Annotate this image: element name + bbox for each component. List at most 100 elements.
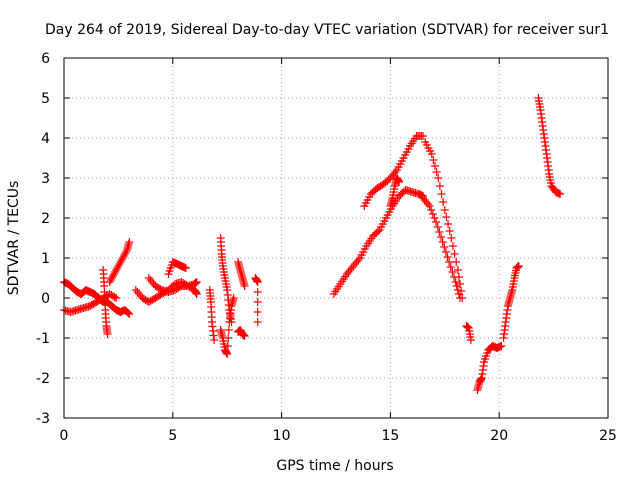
y-tick-label: 5 (41, 91, 50, 107)
data-point (466, 336, 475, 344)
data-point (429, 156, 438, 164)
series-arc-a2 (60, 290, 121, 316)
series-arc-e2 (473, 342, 506, 394)
data-point (427, 206, 436, 214)
data-point (440, 206, 449, 214)
data-point (450, 250, 459, 258)
x-tick-label: 25 (599, 428, 617, 444)
data-point (391, 168, 400, 176)
y-tick-label: 6 (41, 51, 50, 67)
data-point (112, 294, 121, 302)
data-point (442, 213, 451, 221)
data-point (435, 182, 444, 190)
data-point (192, 290, 201, 298)
data-point (432, 168, 441, 176)
x-tick-label: 15 (381, 428, 399, 444)
data-point (395, 178, 404, 186)
data-point (432, 218, 441, 226)
y-axis-label: SDTVAR / TECUs (6, 181, 22, 296)
series-arc-b3 (164, 258, 190, 278)
data-point (448, 268, 457, 276)
y-tick-label: 4 (41, 131, 50, 147)
data-point (497, 342, 506, 350)
data-point (457, 287, 466, 295)
y-tick-label: 3 (41, 171, 50, 187)
data-point (445, 227, 454, 235)
data-point (440, 243, 449, 251)
data-point (447, 234, 456, 242)
data-point (354, 256, 363, 264)
data-point (454, 273, 463, 281)
data-point (124, 309, 133, 317)
y-tick-labels: -3 -2 -1 0 1 2 3 4 5 6 (36, 51, 50, 427)
data-point (445, 258, 454, 266)
data-point (444, 220, 453, 228)
x-tick-label: 5 (168, 428, 177, 444)
data-point (229, 294, 238, 302)
data-point (443, 253, 452, 261)
data-point (223, 350, 232, 358)
data-point (458, 294, 467, 302)
data-point (438, 238, 447, 246)
data-point (110, 293, 119, 301)
data-point (456, 280, 465, 288)
data-point (446, 263, 455, 271)
data-point (224, 326, 233, 334)
y-tick-label: 0 (41, 291, 50, 307)
data-point (433, 223, 442, 231)
data-point (430, 214, 439, 222)
x-axis-label: GPS time / hours (276, 458, 393, 474)
data-point (192, 278, 201, 286)
data-point (453, 266, 462, 274)
y-tick-label: 1 (41, 251, 50, 267)
x-tick-label: 10 (273, 428, 291, 444)
series-arc-c3 (216, 294, 238, 358)
series-arc-d2 (419, 194, 465, 302)
x-tick-label: 20 (490, 428, 508, 444)
data-point (437, 190, 446, 198)
series-arc-b2 (144, 274, 201, 296)
data-point (253, 278, 262, 286)
series-arc-d4 (421, 138, 467, 302)
data-point (425, 202, 434, 210)
data-point (431, 162, 440, 170)
data-point (240, 332, 249, 340)
data-point (373, 227, 382, 236)
data-point (253, 318, 262, 326)
y-tick-label: -3 (36, 411, 50, 427)
data-point (427, 150, 436, 158)
y-tick-label: -1 (36, 331, 50, 347)
data-point (253, 308, 262, 316)
data-point (434, 174, 443, 182)
plot-frame (63, 57, 609, 419)
data-point (451, 278, 460, 286)
data-point (556, 190, 565, 198)
x-tick-labels: 0 5 10 15 20 25 (60, 428, 617, 444)
series-arc-c4 (234, 258, 249, 290)
data-point (103, 330, 112, 338)
series-arc-c6 (251, 274, 262, 326)
data-point (423, 200, 432, 208)
series-arc-d1 (329, 186, 428, 298)
series-arc-d5 (386, 174, 404, 210)
data-point (441, 248, 450, 256)
data-point (224, 334, 233, 342)
data-point (439, 198, 448, 206)
data-point (419, 132, 428, 140)
data-point (452, 258, 461, 266)
data-point (125, 310, 134, 318)
data-point (223, 342, 232, 350)
data-point (210, 336, 219, 344)
data-points (60, 94, 565, 394)
data-point (125, 238, 134, 246)
series-arc-e3 (499, 262, 523, 342)
series-arc-a4 (105, 238, 134, 286)
data-point (253, 298, 262, 306)
data-point (428, 210, 437, 218)
chart-title: Day 264 of 2019, Sidereal Day-to-day VTE… (45, 22, 609, 38)
series-arc-e1 (462, 322, 475, 344)
data-point (514, 262, 523, 270)
y-tick-label: 2 (41, 211, 50, 227)
